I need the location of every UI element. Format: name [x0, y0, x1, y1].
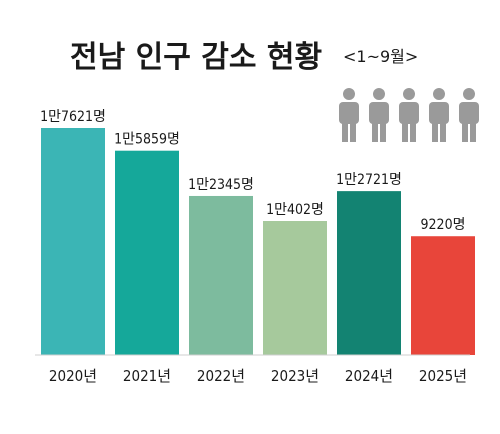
value-labels-group: 1만7621명 1만5859명 1만2345명 1만402명 1만2721명 9220명 [40, 109, 465, 233]
category-label: 2023년 [271, 367, 319, 385]
category-label: 2024년 [345, 367, 393, 385]
value-label: 1만2721명 [336, 172, 402, 188]
value-label: 1만402명 [266, 202, 324, 218]
bars-group [41, 128, 475, 355]
bar-2022년 [189, 195, 253, 355]
value-label: 9220명 [421, 217, 466, 233]
value-label: 1만5859명 [114, 132, 180, 148]
value-label: 1만2345명 [188, 177, 254, 193]
bar-2020년 [41, 128, 105, 355]
category-label: 2021년 [123, 367, 171, 385]
person-icon [399, 88, 419, 142]
bar-2021년 [115, 150, 179, 355]
bar-2025년 [411, 236, 475, 355]
chart-subtitle: <1~9월> [343, 47, 418, 66]
chart-title: 전남 인구 감소 현황 [70, 40, 322, 75]
people-icons-group [339, 88, 479, 142]
bar-2023년 [263, 220, 327, 355]
category-labels-group: 2020년 2021년 2022년 2023년 2024년 2025년 [49, 367, 467, 385]
bar-2024년 [337, 191, 401, 355]
person-icon [369, 88, 389, 142]
value-label: 1만7621명 [40, 109, 106, 125]
category-label: 2025년 [419, 367, 467, 385]
person-icon [429, 88, 449, 142]
category-label: 2020년 [49, 367, 97, 385]
person-icon [339, 88, 359, 142]
person-icon [459, 88, 479, 142]
category-label: 2022년 [197, 367, 245, 385]
